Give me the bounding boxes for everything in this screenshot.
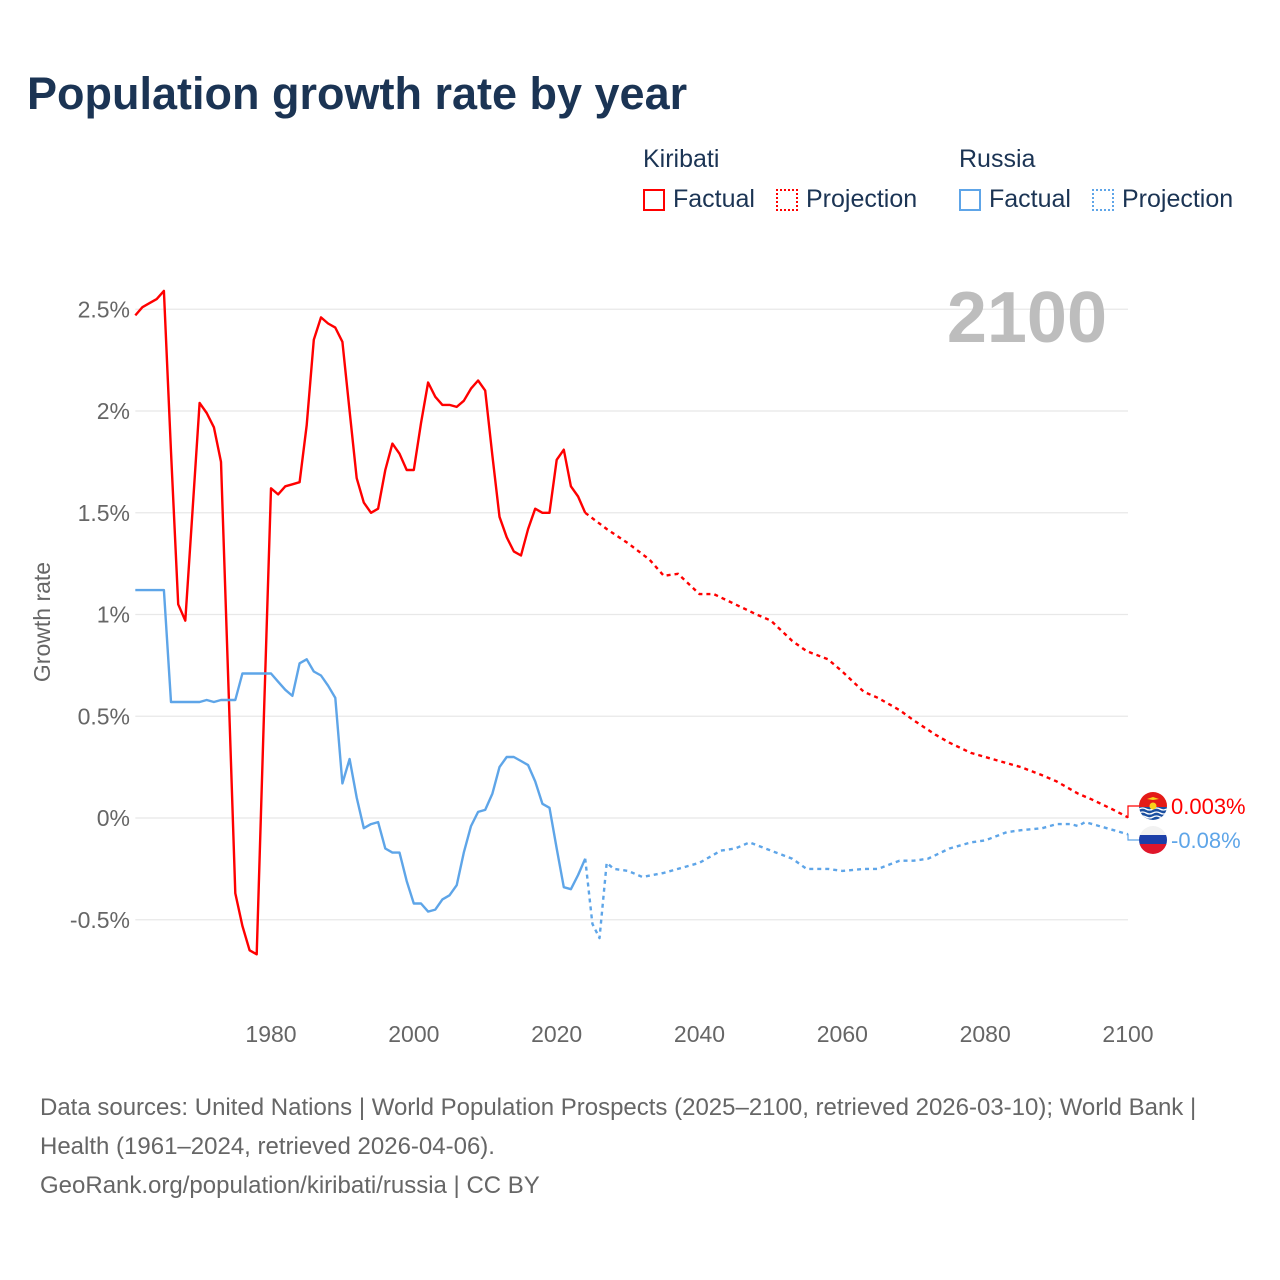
y-tick-label: 1% [97,602,130,628]
y-axis-label: Growth rate [29,562,55,682]
dotted-swatch-icon [1092,188,1114,211]
legend-item-label: Projection [1122,185,1234,213]
kiribati-flag-icon [1139,792,1167,820]
y-tick-label: 0% [97,805,130,831]
legend-russia-factual[interactable]: Factual [959,185,1071,214]
legend-russia-projection[interactable]: Projection [1092,185,1233,214]
legend-country-label: Kiribati [643,145,720,173]
end-labels: 0.003% -0.08% [1127,792,1246,854]
kiribati-leader-line [1127,805,1139,818]
y-tick-label: 0.5% [78,703,130,729]
legend-item-label: Factual [673,185,755,213]
dotted-swatch-icon [776,188,798,211]
russia-factual-line [135,588,587,913]
y-tick-label: 2% [97,398,130,424]
chart-title: Population growth rate by year [27,68,688,119]
y-tick-label: 2.5% [78,296,130,322]
x-tick-label: 2020 [531,1021,582,1047]
kiribati-end-value: 0.003% [1171,794,1246,819]
russia-flag-icon [1139,826,1167,854]
x-tick-label: 2060 [817,1021,868,1047]
y-tick-label: 1.5% [78,500,130,526]
current-year-display: 2100 [947,278,1107,358]
solid-swatch-icon [643,188,665,211]
credit-link[interactable]: GeoRank.org/population/kiribati/russia |… [40,1172,540,1199]
series-lines [134,289,1129,956]
data-sources-text: Data sources: United Nations | World Pop… [40,1094,1197,1160]
x-tick-label: 2080 [960,1021,1011,1047]
legend-kiribati-factual[interactable]: Factual [643,185,755,214]
kiribati-projection-line [584,511,1129,819]
russia-projection-line [584,820,1129,940]
russia-leader-line [1127,834,1139,841]
x-tick-label: 2000 [388,1021,439,1047]
legend-item-label: Factual [989,185,1071,213]
footer: Data sources: United Nations | World Pop… [40,1088,1240,1205]
russia-end-value: -0.08% [1171,828,1241,853]
y-axis: -0.5% 0% 0.5% 1% 1.5% 2% 2.5% [70,296,130,933]
x-tick-label: 2100 [1102,1021,1153,1047]
x-tick-label: 1980 [245,1021,296,1047]
legend-kiribati-projection[interactable]: Projection [776,185,917,214]
kiribati-factual-line [134,289,587,956]
solid-swatch-icon [959,188,981,211]
grid-lines [135,308,1128,921]
x-axis: 1980 2000 2020 2040 2060 2080 2100 [245,1021,1153,1047]
y-tick-label: -0.5% [70,907,130,933]
x-tick-label: 2040 [674,1021,725,1047]
legend-item-label: Projection [806,185,918,213]
legend-country-label: Russia [959,145,1036,173]
